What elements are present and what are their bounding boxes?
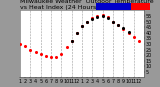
Point (29, 49, 32, 50)
Point (112, 21, 114, 22)
Point (81, 25, 83, 27)
Point (44, 56, 47, 57)
Point (117, 24, 120, 26)
Point (76, 32, 78, 33)
Point (24, 46, 26, 47)
Point (122, 29, 125, 30)
Point (96, 16, 99, 18)
Text: Milwaukee Weather  Outdoor Temperature vs Heat Index (24 Hours): Milwaukee Weather Outdoor Temperature vs… (20, 0, 154, 10)
Point (112, 21, 114, 22)
Point (91, 18, 94, 19)
Point (96, 15, 99, 17)
Point (39, 53, 42, 55)
Point (55, 57, 57, 58)
Point (81, 25, 83, 27)
Point (76, 32, 78, 33)
Point (34, 51, 37, 52)
Point (86, 21, 88, 22)
Point (19, 43, 21, 45)
Point (101, 15, 104, 17)
Point (50, 57, 52, 58)
Point (132, 37, 135, 38)
Point (60, 53, 63, 55)
Point (107, 18, 109, 19)
Point (101, 14, 104, 16)
Point (117, 24, 120, 26)
Point (70, 40, 73, 41)
Point (86, 21, 88, 22)
Point (70, 40, 73, 41)
Point (127, 32, 130, 33)
Point (127, 31, 130, 32)
Point (107, 16, 109, 18)
Point (65, 47, 68, 48)
Point (122, 28, 125, 29)
Point (138, 40, 140, 41)
Point (91, 19, 94, 20)
